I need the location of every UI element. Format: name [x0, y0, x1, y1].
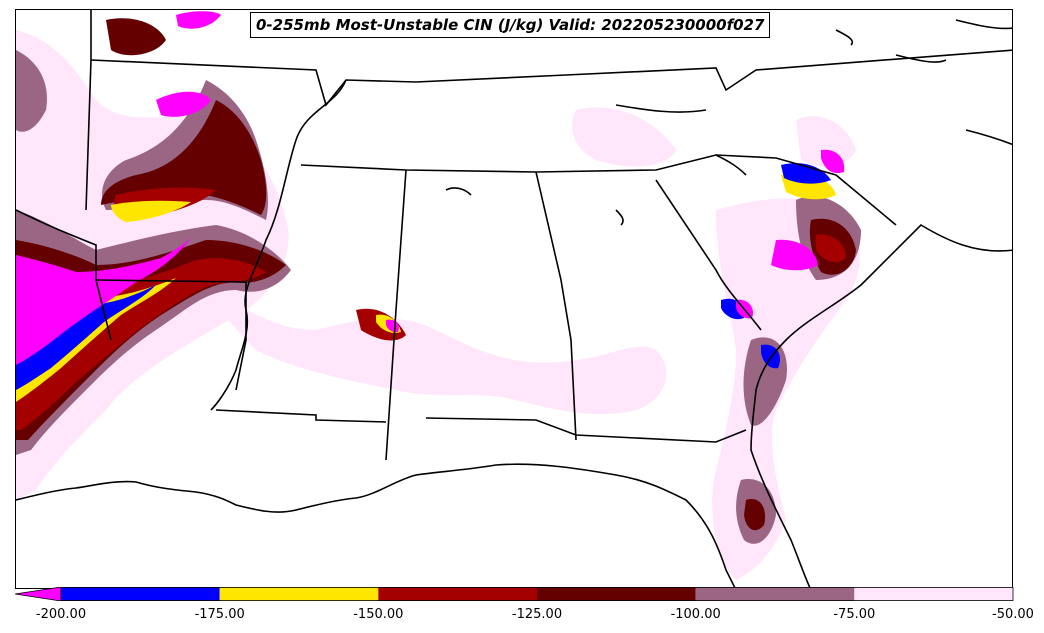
colorbar-bin	[378, 587, 537, 601]
colorbar-bin	[854, 587, 1013, 601]
colorbar-tick-label: -100.00	[670, 607, 721, 622]
colorbar-bin	[219, 587, 379, 601]
cin-area-magenta	[16, 238, 191, 365]
map-boundaries	[16, 10, 1012, 588]
colorbar-under-triangle	[15, 587, 62, 601]
colorbar-bin	[61, 587, 220, 601]
colorbar-tick-label: -50.00	[992, 607, 1034, 622]
cin-area-dark	[101, 100, 267, 215]
cin-area-light	[216, 290, 667, 415]
colorbar-bin	[537, 587, 696, 601]
cin-shading	[16, 11, 861, 580]
colorbar-bin	[695, 587, 855, 601]
colorbar-tick-label: -200.00	[35, 607, 87, 622]
cin-map	[16, 10, 1012, 588]
map-panel	[15, 9, 1013, 589]
colorbar	[15, 587, 1014, 601]
cin-area-dark	[106, 18, 166, 56]
map-title: 0-255mb Most-Unstable CIN (J/kg) Valid: …	[250, 12, 771, 38]
cin-area-magenta	[156, 91, 211, 117]
cin-area-dark	[744, 499, 766, 531]
cin-area-magenta	[176, 11, 221, 29]
colorbar-tick-label: -175.00	[194, 607, 245, 622]
cin-area-magenta	[771, 239, 818, 271]
cin-area-light	[796, 116, 856, 167]
colorbar-tick-label: -150.00	[353, 607, 404, 622]
cin-area-red	[816, 234, 846, 263]
cin-area-mauve	[16, 50, 47, 132]
cin-area-magenta	[821, 149, 845, 174]
cin-area-yellow	[111, 200, 191, 222]
colorbar-tick-label: -75.00	[833, 607, 876, 622]
cin-area-blue	[761, 344, 781, 369]
colorbar-outline	[60, 587, 1014, 601]
cin-area-light	[572, 107, 676, 167]
cin-area-blue	[781, 163, 831, 184]
colorbar-tick-label: -125.00	[511, 607, 563, 622]
